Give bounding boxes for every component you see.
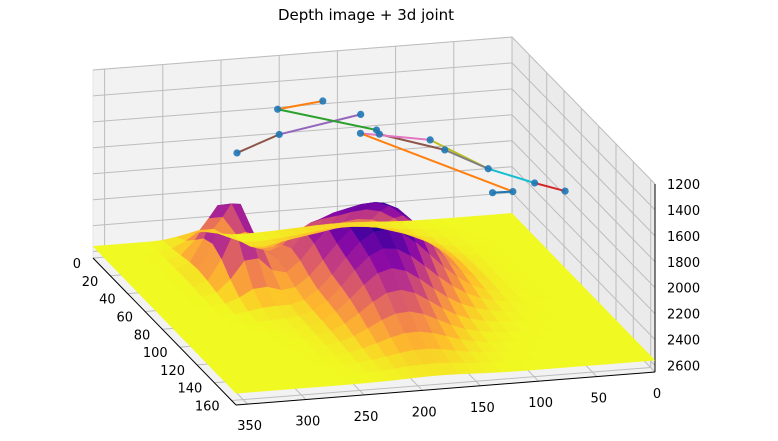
joint-point [561, 187, 569, 195]
z-tick-label: 1600 [667, 230, 700, 245]
x-tick-label: 300 [295, 415, 320, 430]
axis-lines [92, 184, 656, 406]
skeleton-bone [534, 182, 566, 193]
z-tick-label: 2200 [667, 308, 700, 323]
joint-point [531, 179, 539, 187]
x-axis-line [235, 371, 656, 406]
z-grid-line [92, 36, 656, 185]
y-axis-line [92, 257, 237, 406]
z-grid-line [92, 140, 656, 289]
y-tick-label: 100 [143, 346, 168, 361]
skeleton-joints [233, 97, 569, 197]
z-tick-label: 1800 [667, 256, 700, 271]
z-tick-label: 2000 [667, 282, 700, 297]
y-tick-label: 80 [134, 328, 151, 343]
joint-point [356, 129, 365, 137]
z-tick-label: 2600 [667, 360, 700, 375]
y-tick-label: 120 [160, 364, 185, 379]
z-tick-label: 1200 [667, 178, 700, 193]
joint-point [488, 189, 497, 197]
depth-surface [92, 201, 656, 394]
joint-point [357, 110, 365, 118]
joint-point [426, 136, 434, 144]
y-tick-label: 0 [73, 257, 81, 272]
x-tick-label: 100 [528, 396, 553, 411]
joint-point [375, 130, 383, 138]
x-tick-label: 0 [653, 387, 661, 402]
z-grid-line [92, 62, 656, 211]
y-tick-label: 140 [178, 382, 203, 397]
z-grid-line [92, 88, 656, 237]
z-tick-label: 1400 [667, 204, 700, 219]
z-grid-line [92, 166, 656, 315]
y-tick-label: 20 [82, 275, 99, 290]
chart-title: Depth image + 3d joint [278, 6, 454, 24]
skeleton-bone [444, 148, 489, 170]
skeleton-bone [278, 113, 361, 136]
joint-point [233, 149, 241, 157]
skeleton-bone [236, 133, 280, 154]
y-tick-label: 60 [116, 310, 133, 325]
y-tick-label: 40 [99, 293, 116, 308]
tick-labels: 0501001502002503003500204060801001201401… [73, 178, 700, 434]
joint-point [509, 187, 517, 196]
joint-point [275, 130, 283, 139]
x-tick-label: 50 [591, 392, 608, 407]
z-grid-line [92, 114, 656, 263]
y-tick-label: 160 [195, 400, 220, 415]
joint-point [484, 165, 492, 173]
x-tick-label: 250 [354, 410, 379, 425]
x-tick-label: 150 [470, 401, 495, 416]
y-grid-line [231, 179, 652, 401]
skeleton-bone [360, 132, 514, 193]
skeleton-bone [277, 108, 377, 131]
x-tick-label: 350 [237, 419, 262, 434]
x-tick-label: 200 [412, 405, 437, 420]
skeleton-bone [360, 132, 431, 141]
z-tick-label: 2400 [667, 334, 700, 349]
skeleton-bone [277, 100, 323, 111]
joint-point [274, 105, 282, 113]
joint-point [319, 97, 327, 105]
surface-patch [497, 213, 522, 224]
skeleton-bone [487, 167, 535, 184]
joint-point [441, 146, 449, 154]
